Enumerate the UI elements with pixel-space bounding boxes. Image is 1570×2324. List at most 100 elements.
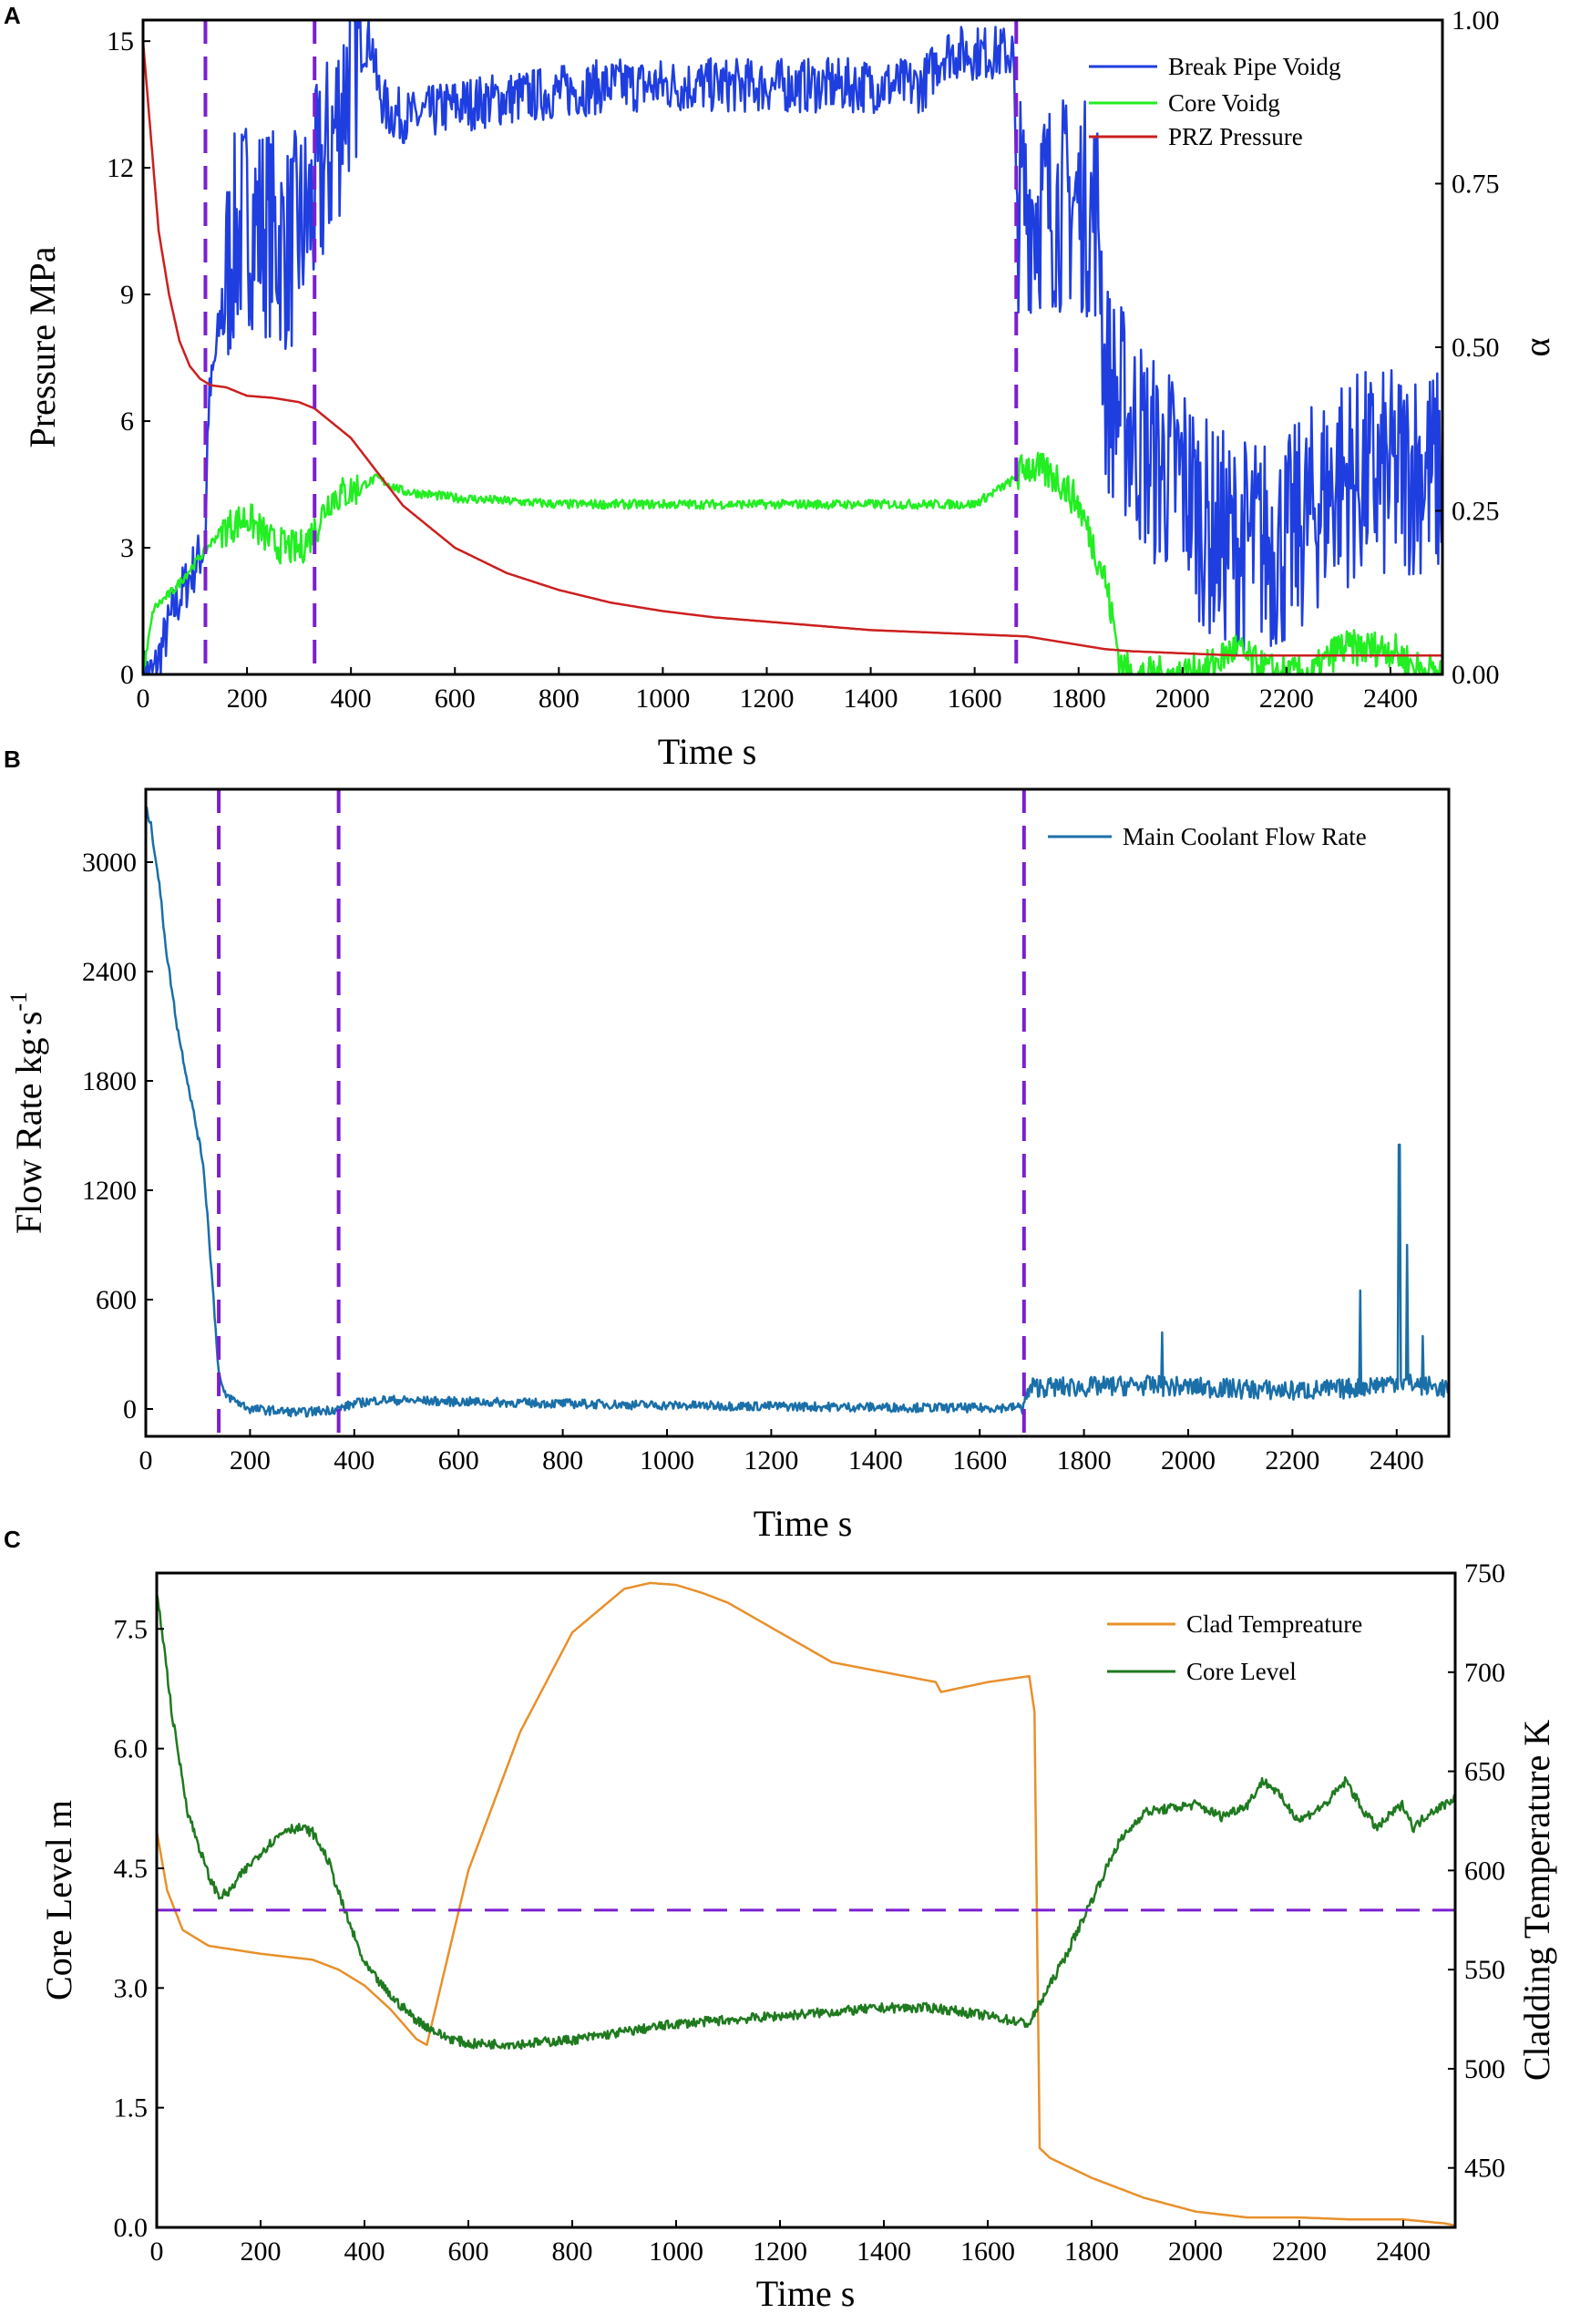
panel-b-x-tick-label: 800 <box>542 1445 583 1476</box>
panel-a-y2-tick-label: 0.75 <box>1452 170 1500 200</box>
panel-c-x-tick-label: 1200 <box>753 2237 807 2267</box>
panel-b-y-tick-label: 600 <box>96 1285 137 1315</box>
panel-b-y-tick-label: 2400 <box>82 957 137 987</box>
panel-b-axes: 0 200 400 600 800 1000 1200 1400 1600 1800 2000 220… <box>82 848 1424 1476</box>
panel-c-y2-tick-label: 450 <box>1464 2154 1505 2184</box>
panel-a-y-label: Pressure MPa <box>22 246 63 447</box>
panel-a-y-tick-label: 15 <box>107 26 134 57</box>
panel-a-x-tick-label: 400 <box>331 684 372 714</box>
panel-c-y2-tick-label: 750 <box>1464 1558 1505 1589</box>
panel-b-x-tick-label: 1000 <box>640 1445 694 1476</box>
panel-b-x-tick-label: 600 <box>438 1445 479 1476</box>
panel-c-x-tick-label: 1000 <box>649 2237 703 2267</box>
panel-c-y-tick-label: 1.5 <box>114 2093 149 2123</box>
panel-c-y2-tick-label: 600 <box>1464 1856 1505 1886</box>
panel-c-series-clad-tempreature <box>157 1581 1455 2227</box>
panel-c-letter: C <box>4 1526 21 1553</box>
panel-a-x-tick-label: 1200 <box>739 684 794 714</box>
panel-a-x-tick-label: 800 <box>539 684 580 714</box>
panel-b-x-tick-label: 1800 <box>1057 1445 1112 1476</box>
panel-b-series-main-coolant-flow-rate <box>146 806 1449 1418</box>
panel-a-y2-label: α <box>1516 337 1557 356</box>
panel-c-x-tick-label: 2000 <box>1168 2237 1223 2267</box>
panel-b-y-label: Flow Rate kg·s-1 <box>5 992 49 1234</box>
panel-a: A 0 200 400 600 800 1000 1200 1400 1600 1800 2000 2… <box>4 2 1557 772</box>
panel-b-legend: Main Coolant Flow Rate <box>1048 823 1367 850</box>
panel-a-x-tick-label: 1600 <box>948 684 1002 714</box>
panel-b-x-tick-label: 200 <box>230 1445 271 1476</box>
panel-c-x-tick-label: 1400 <box>857 2237 911 2267</box>
panel-c-y2-tick-label: 500 <box>1464 2054 1505 2084</box>
panel-a-x-tick-label: 1800 <box>1052 684 1106 714</box>
panel-b-letter: B <box>4 746 21 773</box>
panel-a-x-tick-label: 1000 <box>635 684 690 714</box>
panel-c-series-layer <box>157 1581 1455 2227</box>
panel-a-letter: A <box>4 2 21 29</box>
panel-a-y2-tick-label: 0.25 <box>1452 497 1500 527</box>
panel-a-axes: 0 200 400 600 800 1000 1200 1400 1600 1800 2000 220… <box>107 5 1500 714</box>
panel-c-x-tick-label: 400 <box>344 2237 385 2267</box>
panel-b-x-tick-label: 1200 <box>744 1445 798 1476</box>
panel-b-x-tick-label: 2000 <box>1161 1445 1216 1476</box>
panel-b-y-tick-label: 3000 <box>82 848 137 878</box>
panel-b-y-tick-label: 0 <box>123 1394 137 1424</box>
panel-a-x-tick-label: 200 <box>227 684 268 714</box>
panel-b-x-tick-label: 2400 <box>1370 1445 1424 1476</box>
panel-a-y-tick-label: 3 <box>120 533 134 563</box>
legend-label-break-pipe-voidg: Break Pipe Voidg <box>1168 53 1341 80</box>
panel-c-x-tick-label: 2200 <box>1272 2237 1327 2267</box>
panel-c-y-tick-label: 3.0 <box>114 1973 149 2003</box>
panel-a-y2-tick-label: 1.00 <box>1452 5 1500 36</box>
panel-a-x-tick-label: 1400 <box>844 684 898 714</box>
panel-b-plot-area <box>146 789 1449 1436</box>
panel-a-series-prz-pressure <box>143 41 1442 657</box>
panel-c: C 0 200 400 600 800 1000 1200 1400 1600 1800 2000 2… <box>4 1526 1557 2314</box>
panel-a-y-tick-label: 12 <box>107 153 134 183</box>
legend-label-core-voidg: Core Voidg <box>1168 89 1280 117</box>
panel-a-y-tick-label: 6 <box>120 406 134 437</box>
panel-c-x-label: Time s <box>756 2273 856 2314</box>
panel-b-x-label: Time s <box>754 1503 853 1544</box>
panel-c-x-tick-label: 600 <box>448 2237 489 2267</box>
panel-a-x-tick-label: 2400 <box>1363 684 1418 714</box>
panel-c-axes: 0 200 400 600 800 1000 1200 1400 1600 1800 2000 220… <box>114 1558 1506 2267</box>
panel-c-y-tick-label: 0.0 <box>114 2213 149 2243</box>
panel-c-x-tick-label: 200 <box>241 2237 282 2267</box>
panel-a-x-tick-label: 600 <box>435 684 476 714</box>
panel-b-y-tick-label: 1800 <box>82 1066 137 1096</box>
panel-a-x-label: Time s <box>658 731 757 772</box>
panel-c-y2-tick-label: 700 <box>1464 1658 1505 1688</box>
panel-c-x-tick-label: 1600 <box>960 2237 1015 2267</box>
panel-b-x-tick-label: 1400 <box>848 1445 903 1476</box>
panel-c-y-tick-label: 7.5 <box>114 1614 149 1644</box>
panel-a-series-core-voidg <box>143 451 1442 674</box>
legend-label-main-coolant-flow-rate: Main Coolant Flow Rate <box>1123 823 1367 850</box>
panel-a-y-tick-label: 0 <box>120 660 134 690</box>
panel-b-y-tick-label: 1200 <box>82 1176 137 1206</box>
panel-b: B 0 200 400 600 800 1000 1200 1400 1600 1800 2000 2… <box>4 746 1451 1544</box>
panel-c-y2-label: Cladding Temperature K <box>1516 1720 1557 2081</box>
panel-a-series-layer <box>143 20 1442 674</box>
panel-a-series-break-pipe-voidg <box>143 20 1442 674</box>
panel-a-x-tick-label: 0 <box>137 684 150 714</box>
panel-a-y-tick-label: 9 <box>120 280 134 310</box>
panel-a-y2-tick-label: 0.00 <box>1452 660 1500 690</box>
panel-c-plot-area <box>157 1581 1455 2227</box>
panel-c-y-label: Core Level m <box>38 1800 79 2000</box>
legend-label-core-level: Core Level <box>1186 1658 1297 1685</box>
panel-c-x-tick-label: 800 <box>552 2237 593 2267</box>
panel-c-x-tick-label: 0 <box>150 2237 164 2267</box>
panel-b-x-tick-label: 1600 <box>952 1445 1007 1476</box>
panel-c-legend: Clad Tempreature Core Level <box>1107 1610 1362 1685</box>
panel-b-x-tick-label: 2200 <box>1265 1445 1319 1476</box>
panel-c-frame <box>155 1571 1457 2229</box>
panel-c-x-tick-label: 1800 <box>1064 2237 1119 2267</box>
legend-label-clad-tempreature: Clad Tempreature <box>1186 1610 1362 1638</box>
panel-c-y2-tick-label: 650 <box>1464 1757 1505 1787</box>
panel-a-x-tick-label: 2200 <box>1259 684 1314 714</box>
panel-a-y2-tick-label: 0.50 <box>1452 333 1500 363</box>
panel-c-x-tick-label: 2400 <box>1376 2237 1431 2267</box>
panel-a-legend: Break Pipe Voidg Core Voidg PRZ Pressure <box>1089 53 1341 150</box>
panel-b-frame <box>144 787 1451 1438</box>
